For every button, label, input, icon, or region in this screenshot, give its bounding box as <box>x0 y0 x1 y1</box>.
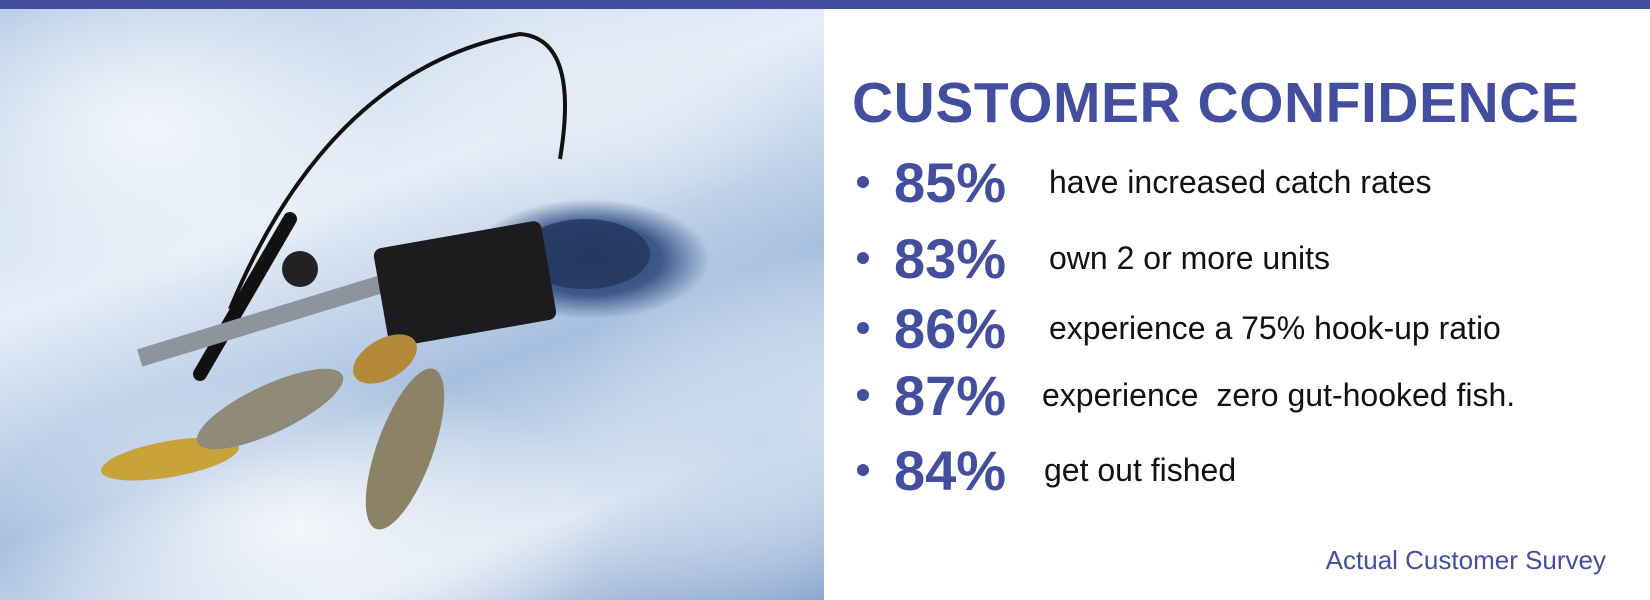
top-accent-bar <box>0 0 1650 9</box>
stat-text: get out fished <box>1044 451 1237 488</box>
stat-row: 85% have increased catch rates <box>852 147 1431 217</box>
stat-percent: 83% <box>894 226 1007 290</box>
fish <box>353 334 417 384</box>
stat-text: own 2 or more units <box>1049 239 1331 276</box>
fish <box>196 368 344 450</box>
stat-row: 84% get out fished <box>852 435 1236 505</box>
rod-holder-arm <box>137 273 391 367</box>
stat-row: 86% experience a 75% hook-up ratio <box>852 293 1501 363</box>
stat-percent: 87% <box>894 363 1007 427</box>
stat-text: have increased catch rates <box>1049 163 1432 200</box>
survey-source-note: Actual Customer Survey <box>1325 545 1606 575</box>
ice-hole <box>520 219 650 289</box>
stat-percent: 84% <box>894 438 1007 502</box>
tip-up-device <box>373 221 557 347</box>
stat-text: experience zero gut-hooked fish. <box>1042 376 1516 413</box>
photo-illustration <box>100 31 650 530</box>
ice-fishing-photo <box>0 9 824 600</box>
stat-percent: 86% <box>894 296 1007 360</box>
bullet-icon <box>857 322 869 334</box>
fish <box>100 437 240 481</box>
stat-row: 87% experience zero gut-hooked fish. <box>852 360 1515 430</box>
bullet-icon <box>857 389 869 401</box>
page-title: CUSTOMER CONFIDENCE <box>852 71 1580 135</box>
reel <box>282 251 318 287</box>
stat-text: experience a 75% hook-up ratio <box>1049 309 1501 346</box>
rod-handle <box>193 212 297 381</box>
fish <box>365 368 445 530</box>
bullet-icon <box>857 464 869 476</box>
bullet-icon <box>857 252 869 264</box>
stat-percent: 85% <box>894 150 1007 214</box>
fishing-rod <box>228 31 567 310</box>
survey-panel: CUSTOMER CONFIDENCE 85% have increased c… <box>852 0 1632 600</box>
stat-row: 83% own 2 or more units <box>852 223 1330 293</box>
bullet-icon <box>857 176 869 188</box>
